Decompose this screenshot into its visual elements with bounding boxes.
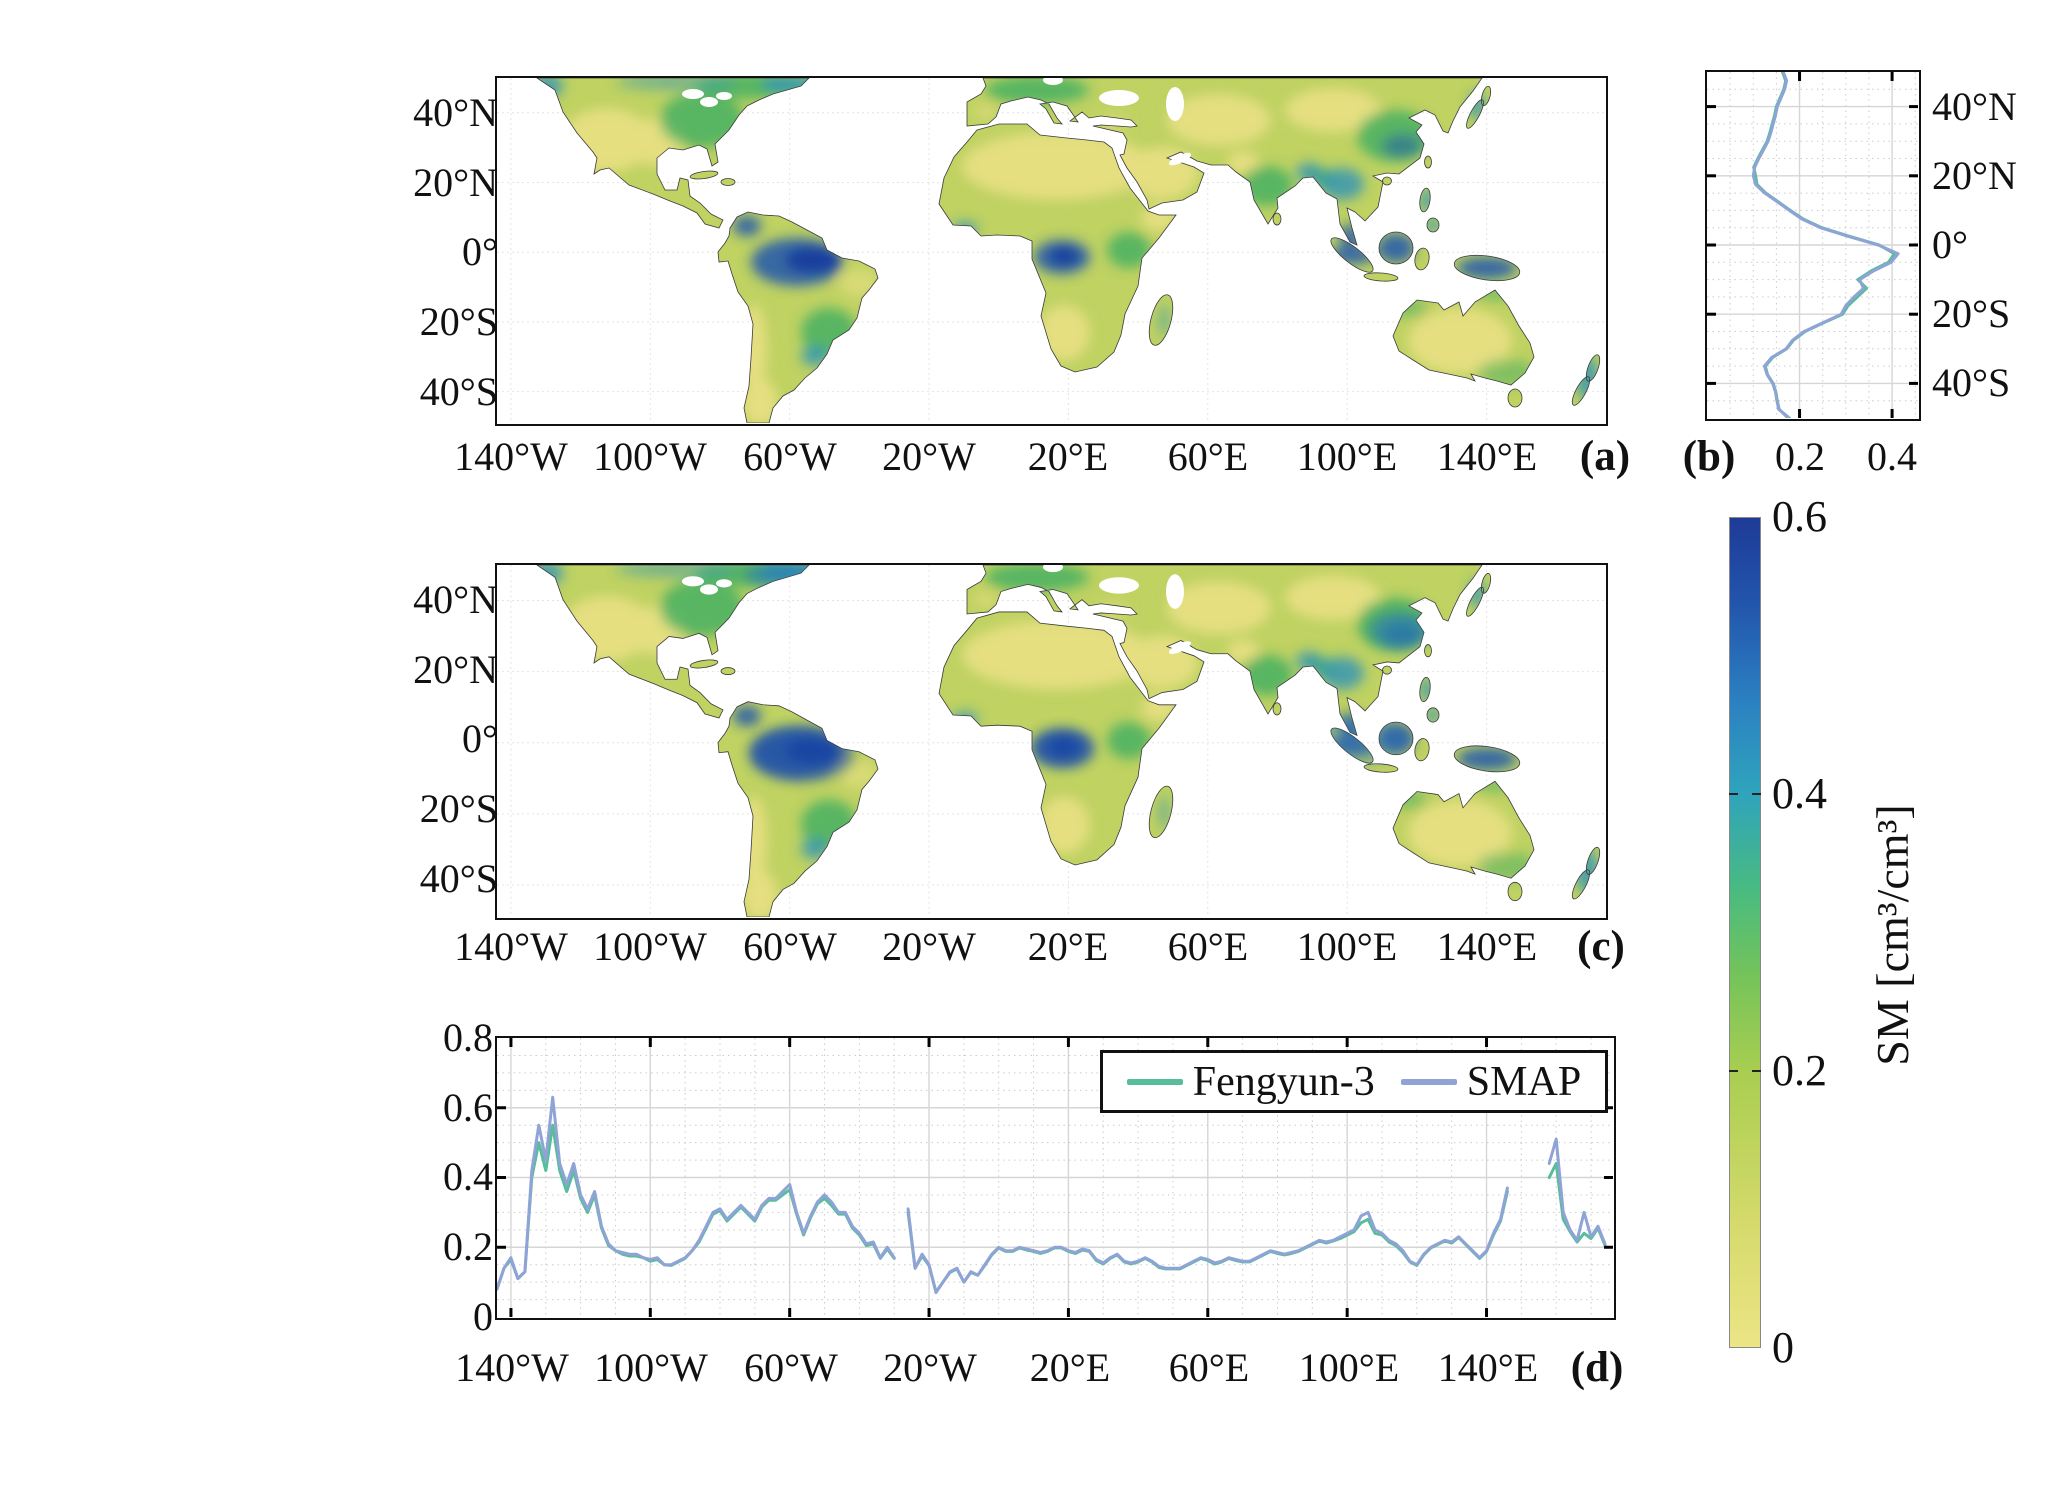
lon-label-c: 20°W [882, 924, 976, 969]
colorbar-tick-mark [1729, 793, 1738, 795]
fengyun3-line-swatch [1126, 1078, 1183, 1085]
lat-label: 40°N [413, 90, 498, 135]
panel-a-map-box [494, 75, 1608, 426]
lat-label-c: 20°N [413, 647, 498, 692]
sm-label-d: 0.6 [443, 1085, 493, 1130]
lon-label-d: 60°E [1168, 1345, 1250, 1390]
sm-label-d: 0.8 [443, 1015, 493, 1060]
longitude-profile-chart [496, 1037, 1613, 1317]
lat-label-b: 20°S [1932, 291, 2011, 336]
panel-b-profile-box [1704, 69, 1921, 421]
lat-label-c: 0° [462, 716, 498, 761]
lon-label: 140°E [1436, 434, 1538, 479]
colorbar-tick-mark [1752, 793, 1761, 795]
lat-label-c: 40°S [419, 856, 498, 901]
lon-label-c: 140°E [1436, 924, 1538, 969]
panel-d-letter: (d) [1570, 1344, 1624, 1391]
lon-label-c: 20°E [1027, 924, 1109, 969]
colorbar-tick-mark [1752, 1070, 1761, 1072]
sm-label-d: 0.2 [443, 1224, 493, 1269]
lon-label-d: 100°E [1298, 1345, 1400, 1390]
lon-label-d: 20°E [1029, 1345, 1111, 1390]
lon-label-d: 60°W [744, 1345, 838, 1390]
world-soil-moisture-map-c [497, 564, 1605, 917]
lat-label-b: 40°S [1932, 360, 2011, 405]
lon-label-c: 100°E [1296, 924, 1398, 969]
lat-label: 20°N [413, 160, 498, 205]
legend: Fengyun-3 SMAP [1100, 1050, 1608, 1113]
colorbar-axis-label: SM [cm³/cm³] [1867, 804, 1918, 1066]
colorbar-tick: 0.2 [1772, 1046, 1827, 1095]
lon-label: 100°W [593, 434, 707, 479]
lat-label-c: 20°S [419, 786, 498, 831]
panel-a-letter: (a) [1579, 433, 1631, 480]
legend-item-smap: SMAP [1400, 1058, 1582, 1106]
lon-label: 100°E [1296, 434, 1398, 479]
colorbar-tick: 0 [1772, 1323, 1794, 1372]
world-soil-moisture-map-a [497, 78, 1605, 423]
lon-label-c: 100°W [593, 924, 707, 969]
lon-label-d: 20°W [883, 1345, 977, 1390]
legend-item-fengyun3: Fengyun-3 [1126, 1058, 1375, 1106]
panel-c-map-box [494, 562, 1608, 920]
smap-line-swatch [1400, 1078, 1457, 1085]
lon-label-d: 140°E [1437, 1345, 1539, 1390]
sm-label-d: 0.4 [443, 1154, 493, 1199]
lon-label-c: 140°W [454, 924, 568, 969]
latitude-profile-chart [1706, 71, 1918, 418]
lon-label: 20°E [1027, 434, 1109, 479]
legend-label-fengyun3: Fengyun-3 [1192, 1058, 1375, 1105]
lon-label-d: 140°W [455, 1345, 569, 1390]
lon-label-c: 60°W [743, 924, 837, 969]
lon-label: 60°E [1167, 434, 1249, 479]
colorbar-tick: 0.4 [1772, 769, 1827, 818]
lat-label: 40°S [419, 369, 498, 414]
sm-colorbar [1729, 517, 1761, 1348]
panel-b-letter: (b) [1682, 433, 1736, 480]
sm-tick-b: 0.4 [1867, 434, 1917, 479]
lon-label: 60°W [743, 434, 837, 479]
lat-label-c: 40°N [413, 577, 498, 622]
lat-label: 20°S [419, 299, 498, 344]
lon-label: 20°W [882, 434, 976, 479]
lon-label: 140°W [454, 434, 568, 479]
lon-label-c: 60°E [1167, 924, 1249, 969]
lon-label-d: 100°W [594, 1345, 708, 1390]
legend-label-smap: SMAP [1466, 1058, 1582, 1105]
lat-label-b: 0° [1932, 222, 1968, 267]
sm-tick-b: 0.2 [1775, 434, 1825, 479]
lat-label: 0° [462, 229, 498, 274]
sm-label-d: 0 [473, 1294, 493, 1339]
colorbar-tick: 0.6 [1772, 492, 1827, 541]
colorbar-tick-mark [1729, 1070, 1738, 1072]
panel-c-letter: (c) [1577, 923, 1625, 970]
lat-label-b: 20°N [1932, 153, 2017, 198]
lat-label-b: 40°N [1932, 84, 2017, 129]
